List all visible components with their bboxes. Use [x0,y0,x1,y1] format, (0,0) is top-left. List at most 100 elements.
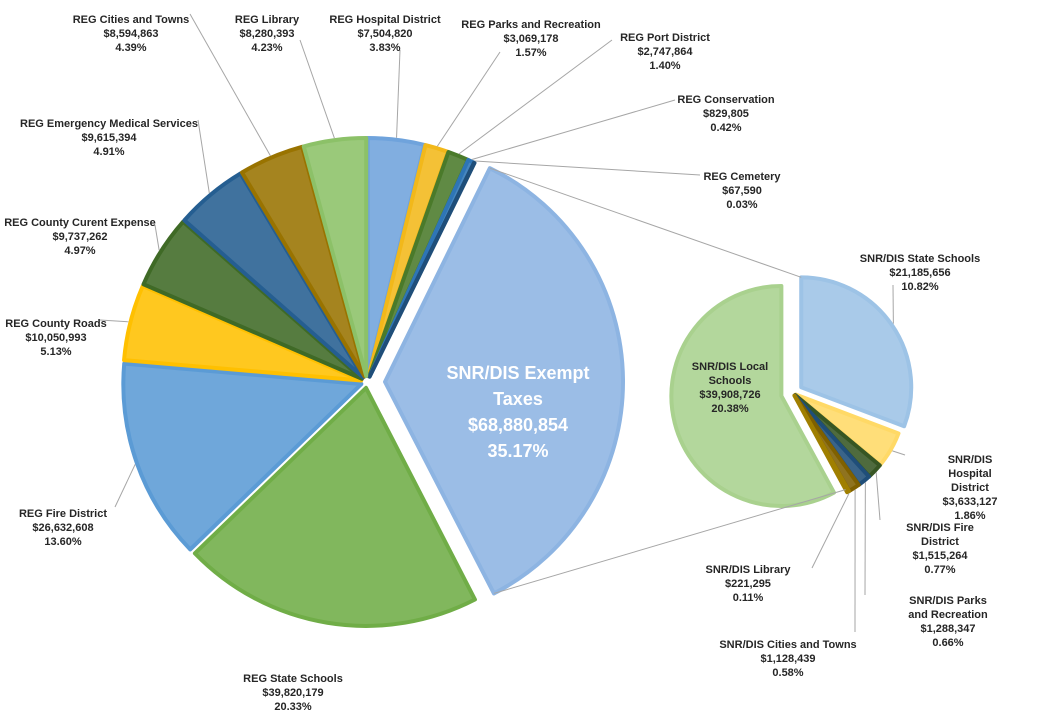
data-label: SNR/DIS Hospital District $3,633,127 1.86% [935,453,1006,523]
data-label: REG Port District $2,747,864 1.40% [620,31,710,73]
pie-slice [301,136,369,379]
label-name: REG Emergency Medical Services [20,118,198,130]
label-percent: 4.91% [93,146,125,158]
pie-slice [669,283,836,508]
pie-slice [792,393,852,495]
leader-line [471,99,676,160]
label-percent: 13.60% [44,536,82,548]
pie-slice [192,385,477,628]
label-percent: 5.13% [40,346,72,358]
label-value: $829,805 [703,108,749,120]
data-label: REG County Curent Expense $9,737,262 4.97% [4,216,156,258]
data-label: REG Emergency Medical Services $9,615,394… [20,117,198,159]
data-label: SNR/DIS Library $221,295 0.11% [706,563,791,605]
label-name: SNR/DIS Hospital District [947,454,993,494]
pie-slice [121,361,364,552]
label-percent: 1.86% [954,510,986,522]
label-name: SNR/DIS State Schools [859,253,981,265]
label-value: $21,185,656 [889,267,951,279]
data-label: REG Library $8,280,393 4.23% [235,13,299,55]
label-percent: 1.57% [515,47,547,59]
label-name: SNR/DIS Parks and Recreation [908,595,988,621]
pie-slice [382,166,625,596]
label-percent: 0.66% [932,637,964,649]
label-percent: 0.42% [710,122,742,134]
data-label: REG County Roads $10,050,993 5.13% [5,317,106,359]
label-value: $39,820,179 [262,687,324,699]
data-label: SNR/DIS Local Schools $39,908,726 20.38% [684,360,776,416]
label-value: $1,288,347 [920,623,976,635]
leader-line [475,160,701,176]
label-value: $8,280,393 [239,28,295,40]
label-percent: 4.23% [251,42,283,54]
label-percent: 20.33% [274,701,312,713]
label-percent: 10.82% [901,281,939,293]
leader-line [114,464,136,508]
label-value: $1,515,264 [912,550,968,562]
leader-line [197,119,210,194]
label-percent: 1.40% [649,60,681,72]
data-label: REG Cemetery $67,590 0.03% [703,170,780,212]
leader-line [154,224,160,251]
label-name: REG County Roads [5,318,107,330]
connector-line [493,489,846,594]
pie-slice [367,160,477,379]
label-value: $2,747,864 [637,46,693,58]
label-name: SNR/DIS Cities and Towns [719,639,857,651]
leader-line [892,450,906,456]
label-percent: 4.97% [64,245,96,257]
connector-line [489,167,802,278]
leader-line [189,13,271,157]
label-percent: 0.77% [924,564,956,576]
data-label: REG Fire District $26,632,608 13.60% [19,507,107,549]
label-value: $9,615,394 [81,132,137,144]
label-name: SNR/DIS Local Schools [691,361,769,387]
data-label: SNR/DIS Fire District $1,515,264 0.77% [890,521,991,577]
data-label: SNR/DIS Exempt Taxes $68,880,854 35.17% [438,360,598,464]
label-value: $3,069,178 [503,33,559,45]
label-value: $39,908,726 [699,389,761,401]
leader-line [875,472,881,521]
label-name: REG Cities and Towns [72,14,190,26]
label-value: $221,295 [725,578,771,590]
label-name: REG State Schools [243,673,343,685]
label-name: REG Library [234,14,300,26]
data-label: REG Conservation $829,805 0.42% [677,93,774,135]
label-value: $10,050,993 [25,332,87,344]
label-name: REG Fire District [18,508,108,520]
data-label: REG State Schools $39,820,179 20.33% [243,672,343,714]
label-value: $68,880,854 [467,415,569,435]
label-value: $26,632,608 [32,522,94,534]
label-percent: 0.03% [726,199,758,211]
label-value: $7,504,820 [357,28,413,40]
label-name: SNR/DIS Exempt Taxes [446,363,590,409]
label-name: REG County Curent Expense [4,217,156,229]
label-percent: 0.11% [732,592,764,604]
label-name: SNR/DIS Fire District [906,522,974,548]
label-name: REG Conservation [677,94,775,106]
label-percent: 3.83% [369,42,401,54]
label-percent: 20.38% [711,403,749,415]
data-label: REG Hospital District $7,504,820 3.83% [329,13,440,55]
label-name: REG Cemetery [703,171,781,183]
leader-line [811,493,850,569]
leader-line [396,49,401,138]
label-name: SNR/DIS Library [705,564,791,576]
leader-line [458,39,613,155]
leader-line [299,39,335,139]
leader-line [99,319,129,323]
data-label: SNR/DIS Parks and Recreation $1,288,347 0.… [902,594,995,650]
label-percent: 4.39% [115,42,147,54]
label-value: $8,594,863 [103,28,159,40]
data-label: SNR/DIS Cities and Towns $1,128,439 0.58% [719,638,856,680]
data-label: REG Cities and Towns $8,594,863 4.39% [73,13,190,55]
label-value: $3,633,127 [942,496,998,508]
label-percent: 35.17% [487,441,549,461]
data-label: SNR/DIS State Schools $21,185,656 10.82% [860,252,980,294]
label-name: REG Parks and Recreation [461,19,601,31]
label-percent: 0.58% [772,667,804,679]
label-value: $9,737,262 [52,231,108,243]
leader-line [436,51,501,147]
